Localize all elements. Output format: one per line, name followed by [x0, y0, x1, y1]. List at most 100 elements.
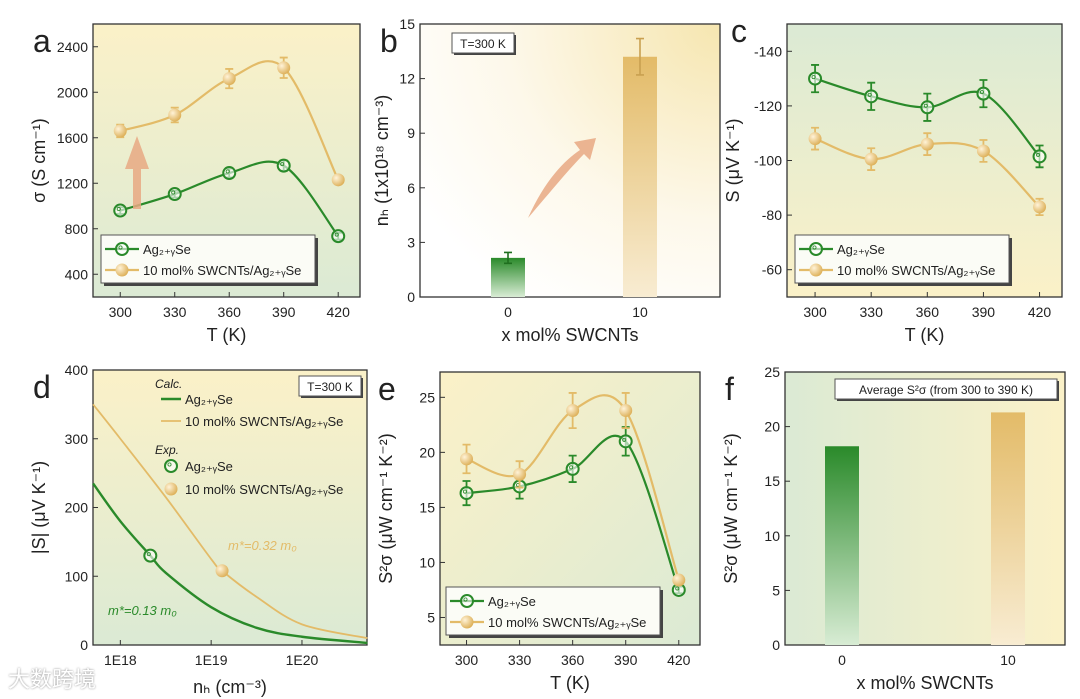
y-axis-label: S (μV K⁻¹): [723, 119, 743, 203]
bar-10: [991, 412, 1025, 645]
panel-label: a: [33, 23, 51, 59]
data-point: [276, 158, 291, 173]
error-bar: [504, 251, 512, 265]
x-axis-label: nₕ (cm⁻³): [193, 677, 267, 697]
legend-label: 10 mol% SWCNTs/Ag₂₊ᵧSe: [837, 263, 995, 278]
legend: [100, 234, 316, 284]
annotation-text: T=300 K: [460, 37, 506, 51]
data-point: [222, 72, 236, 86]
x-tick-label: 0: [838, 652, 846, 668]
data-point: [976, 144, 990, 158]
bar-0: [491, 257, 525, 297]
data-point: [565, 461, 580, 476]
x-tick-label: 390: [614, 652, 638, 668]
data-point: [168, 108, 182, 122]
y-tick-label: 9: [407, 125, 415, 141]
data-point: [808, 132, 822, 146]
x-tick-label: 360: [561, 652, 585, 668]
y-tick-label: 25: [419, 389, 435, 405]
data-point: [808, 71, 823, 86]
x-tick-label: 360: [218, 304, 242, 320]
exp-point: [143, 548, 158, 563]
y-tick-label: 300: [65, 431, 89, 447]
x-tick-label: 1E19: [195, 652, 228, 668]
x-tick-label: 330: [508, 652, 532, 668]
error-bar: [636, 37, 644, 76]
y-tick-label: 0: [407, 289, 415, 305]
legend-label: 10 mol% SWCNTs/Ag₂₊ᵧSe: [143, 263, 301, 278]
data-point: [864, 152, 878, 166]
y-axis-label: σ (S cm⁻¹): [29, 118, 49, 203]
x-tick-label: 1E20: [286, 652, 319, 668]
y-tick-label: 0: [80, 637, 88, 653]
x-axis-label: T (K): [207, 325, 247, 345]
y-tick-label: 800: [65, 221, 89, 237]
x-tick-label: 420: [667, 652, 691, 668]
y-tick-label: 6: [407, 180, 415, 196]
y-tick-label: 12: [399, 71, 415, 87]
x-tick-label: 10: [632, 304, 648, 320]
data-point: [920, 137, 934, 151]
data-point: [513, 467, 527, 481]
watermark: 大数跨境: [8, 668, 97, 693]
panel-label: d: [33, 369, 51, 405]
y-tick-label: 20: [764, 419, 780, 435]
x-tick-label: 330: [860, 304, 884, 320]
y-tick-label: -60: [762, 262, 782, 278]
x-tick-label: 420: [1028, 304, 1052, 320]
x-axis-label: T (K): [905, 325, 945, 345]
y-tick-label: 10: [419, 554, 435, 570]
legend-marker: [460, 615, 474, 629]
annotation-text: Average S²σ (from 300 to 390 K): [859, 383, 1033, 397]
calc-curve-0: [92, 482, 368, 645]
effective-mass-label: m*=0.32 m₀: [228, 538, 297, 553]
increase-arrow-icon: [125, 136, 149, 209]
panel-label: c: [731, 13, 747, 49]
y-axis-label: S²σ (μW cm⁻¹ K⁻²): [376, 433, 396, 583]
legend: [445, 586, 661, 636]
legend-marker: [164, 482, 178, 496]
data-point: [619, 404, 633, 418]
panel-d: d 0 100 200 300 400 nₕ (cm⁻³) |S| (μV K⁻¹) 1E18 1…: [29, 362, 368, 697]
annotation-box: [451, 32, 515, 54]
x-tick-label: 330: [163, 304, 187, 320]
data-point: [864, 89, 879, 104]
panel-f: f 0 5 10 15 20 25 x mol% SWCNTs S²σ (μW cm⁻¹ K⁻²…: [721, 364, 1066, 693]
data-point: [672, 573, 686, 587]
legend-label: 10 mol% SWCNTs/Ag₂₊ᵧSe: [185, 482, 343, 497]
legend-marker: [809, 263, 823, 277]
series-line-1: [119, 60, 340, 181]
legend-label: Ag₂₊ᵧSe: [143, 242, 191, 257]
y-tick-label: 20: [419, 444, 435, 460]
annotation-box: [298, 375, 362, 397]
panel-c: c -60 -80 -100 -120 -140 T (K) S (μV K⁻¹) 300 330…: [723, 13, 1063, 345]
legend-marker: [115, 263, 129, 277]
y-tick-label: -100: [754, 153, 782, 169]
legend-title-exp: Exp.: [155, 443, 179, 457]
legend-label: Ag₂₊ᵧSe: [488, 594, 536, 609]
legend-label: 10 mol% SWCNTs/Ag₂₊ᵧSe: [185, 414, 343, 429]
y-tick-label: 100: [65, 568, 89, 584]
panel-e: e 5 10 15 20 25 T (K) S²σ (μW cm⁻¹ K⁻²) 300 330 36…: [376, 371, 701, 693]
data-point: [113, 203, 128, 218]
y-tick-label: 15: [764, 473, 780, 489]
x-tick-label: 0: [504, 304, 512, 320]
legend-label: Ag₂₊ᵧSe: [837, 242, 885, 257]
y-tick-label: 10: [764, 528, 780, 544]
data-point: [459, 486, 474, 501]
legend-marker: [164, 459, 178, 473]
x-tick-label: 360: [916, 304, 940, 320]
y-tick-label: 15: [399, 16, 415, 32]
panel-label: e: [378, 371, 396, 407]
y-axis-label: S²σ (μW cm⁻¹ K⁻²): [721, 433, 741, 583]
panel-b: b 0 3 6 9 12 15 x mol% SWCNTs nₕ (1x10¹⁸ cm⁻³) 0 1…: [372, 16, 721, 345]
y-tick-label: 25: [764, 364, 780, 380]
legend-label: Ag₂₊ᵧSe: [185, 392, 233, 407]
data-point: [460, 452, 474, 466]
increase-arrow-icon: [528, 138, 596, 218]
y-tick-label: 5: [427, 609, 435, 625]
effective-mass-label: m*=0.13 m₀: [108, 603, 177, 618]
x-axis-label: x mol% SWCNTs: [501, 325, 638, 345]
exp-point: [215, 564, 229, 578]
data-point: [222, 166, 237, 181]
